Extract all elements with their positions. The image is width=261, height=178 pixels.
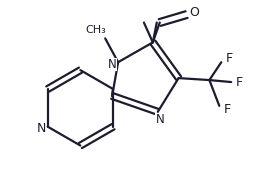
Text: F: F xyxy=(224,103,231,116)
Text: N: N xyxy=(37,122,46,135)
Text: N: N xyxy=(155,113,164,126)
Text: O: O xyxy=(189,6,199,19)
Text: F: F xyxy=(226,52,233,65)
Text: N: N xyxy=(108,58,116,71)
Text: F: F xyxy=(236,75,243,88)
Text: CH₃: CH₃ xyxy=(85,25,106,35)
